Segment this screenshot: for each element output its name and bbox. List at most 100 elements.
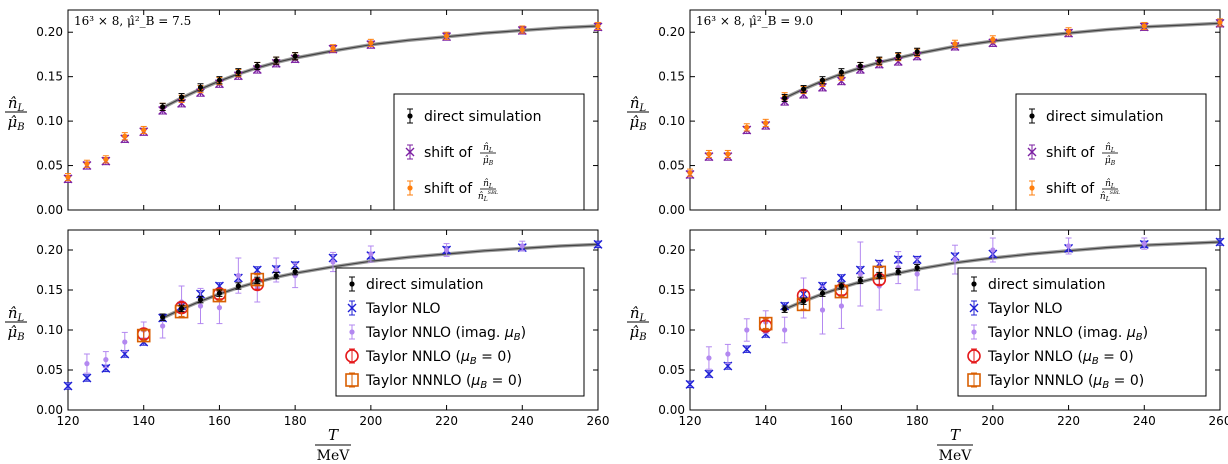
data-point xyxy=(1215,237,1225,247)
legend-label: shift of xyxy=(1046,181,1095,197)
legend-mu: μ xyxy=(1126,325,1136,341)
legend-label: direct simulation xyxy=(1046,109,1163,125)
ytick-label: 0.20 xyxy=(36,25,63,39)
ylabel-sub: B xyxy=(638,332,646,343)
legend-sub: B xyxy=(1102,380,1109,391)
ytick-label: 0.20 xyxy=(658,243,685,257)
data-point xyxy=(990,36,996,42)
ylabel-denominator: μ̂B xyxy=(7,113,24,133)
legend-part: = 0) xyxy=(477,349,512,365)
ylabel-denominator: μ̂B xyxy=(629,323,646,343)
legend-item: direct simulation xyxy=(971,276,1105,293)
data-point xyxy=(443,247,450,253)
data-point xyxy=(84,361,90,367)
legend-label: shift of xyxy=(424,145,473,161)
fit-curve xyxy=(162,25,599,109)
data-point xyxy=(895,53,901,59)
data-point xyxy=(838,69,845,75)
xlabel-numerator: T xyxy=(328,426,339,444)
data-point xyxy=(273,273,279,279)
legend-item: Taylor NNLO (μB = 0) xyxy=(967,348,1134,367)
ylabel-sub: L xyxy=(639,103,647,114)
data-point xyxy=(1217,19,1223,26)
legend-sub: B xyxy=(514,332,521,343)
data-point xyxy=(819,290,826,296)
data-point xyxy=(800,86,807,92)
legend-item: Taylor NNLO (μB = 0) xyxy=(345,348,512,367)
legend-box xyxy=(393,93,585,211)
legend-box xyxy=(335,267,585,397)
data-point xyxy=(706,355,712,361)
data-point xyxy=(84,161,90,167)
series-1 xyxy=(781,263,921,313)
xtick-label: 240 xyxy=(1133,414,1156,428)
data-point xyxy=(836,76,846,86)
legend-sub: B xyxy=(470,356,477,367)
legend-part: ) xyxy=(1143,325,1148,341)
data-point xyxy=(1027,147,1037,157)
xtick-label: 220 xyxy=(435,414,458,428)
data-point xyxy=(122,133,128,139)
data-point xyxy=(595,23,601,29)
data-point xyxy=(292,53,298,59)
data-point xyxy=(178,94,185,100)
legend-label: shift of xyxy=(1046,145,1095,161)
legend-label: Taylor NNLO (μB = 0) xyxy=(987,349,1134,367)
data-point xyxy=(782,95,788,101)
data-point xyxy=(216,77,223,83)
ylabel-numerator: n̂L xyxy=(8,94,25,114)
data-point xyxy=(250,272,265,287)
ylabel-sub: B xyxy=(16,122,24,133)
data-point xyxy=(800,298,807,304)
xtick-label: 160 xyxy=(830,414,853,428)
xtick-label: 140 xyxy=(132,414,155,428)
legend-label: Taylor NNLO (imag. μB) xyxy=(365,325,526,343)
chart-panel-4: 0.00 0.05 0.10 0.15 0.20 120 140 160 180 200 220 24… xyxy=(627,229,1228,464)
ytick-label: 0.15 xyxy=(36,70,63,84)
legend-part: imag. xyxy=(1083,325,1127,341)
legend-frac-den: μ̂B xyxy=(483,155,494,167)
legend-label: direct simulation xyxy=(424,109,541,125)
data-point xyxy=(292,269,298,275)
ylabel-numerator: n̂L xyxy=(630,304,647,324)
data-point xyxy=(1141,23,1147,29)
data-point xyxy=(368,40,374,46)
legend-mu: μ xyxy=(504,325,514,341)
data-point xyxy=(1029,113,1035,119)
legend-frac-num: n̂L xyxy=(1105,178,1115,190)
ylabel-sub: L xyxy=(17,313,25,324)
data-point xyxy=(197,297,204,303)
legend-label: Taylor NLO xyxy=(987,301,1063,317)
data-point xyxy=(101,363,111,373)
data-point xyxy=(122,339,128,345)
data-point xyxy=(914,49,920,55)
data-point xyxy=(838,303,845,309)
data-point xyxy=(216,305,223,311)
legend-sub: B xyxy=(1110,160,1116,167)
data-point xyxy=(407,185,413,191)
data-point xyxy=(971,281,977,287)
data-point xyxy=(519,243,525,249)
data-point xyxy=(857,277,863,283)
data-point xyxy=(160,323,166,329)
data-point xyxy=(593,239,603,249)
xtick-label: 120 xyxy=(57,414,80,428)
legend-sup: SBL xyxy=(1110,190,1121,196)
data-point xyxy=(103,357,109,363)
data-point xyxy=(782,327,788,333)
legend-item: Taylor NNLO (imag. μB) xyxy=(349,324,526,343)
data-point xyxy=(857,271,863,277)
data-point xyxy=(838,283,845,289)
data-point xyxy=(1141,241,1147,247)
xtick-label: 260 xyxy=(587,414,610,428)
legend-item: direct simulation xyxy=(407,108,541,125)
legend-box xyxy=(957,267,1207,397)
data-point xyxy=(758,316,773,331)
ytick-label: 0.00 xyxy=(36,203,63,217)
fit-curve xyxy=(162,243,599,319)
ytick-label: 0.05 xyxy=(36,159,63,173)
data-point xyxy=(1065,243,1072,249)
ytick-label: 0.05 xyxy=(658,363,685,377)
data-point xyxy=(818,82,827,92)
